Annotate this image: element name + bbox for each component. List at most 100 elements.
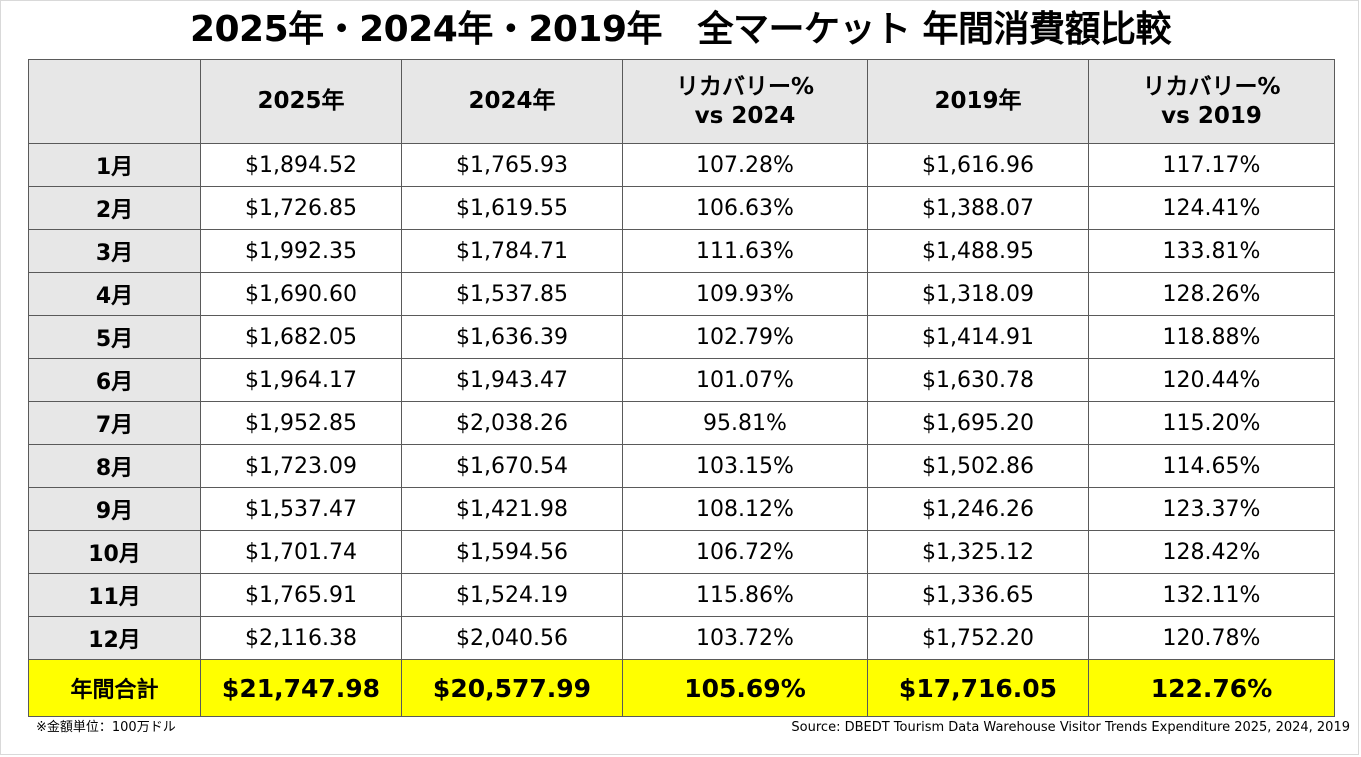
value-2019: $1,414.91	[867, 315, 1089, 359]
header-2025: 2025年	[200, 59, 402, 144]
value-2019: $1,318.09	[867, 272, 1089, 316]
value-2024: $1,421.98	[401, 487, 623, 531]
month-cell: 12月	[28, 616, 201, 660]
value-2024: $1,537.85	[401, 272, 623, 316]
month-cell: 11月	[28, 573, 201, 617]
annual-total-row: 年間合計 $21,747.98 $20,577.99 105.69% $17,7…	[28, 659, 1335, 717]
total-label: 年間合計	[28, 659, 201, 717]
recovery-vs-2024: 101.07%	[622, 358, 868, 402]
total-2024: $20,577.99	[401, 659, 623, 717]
recovery-vs-2024: 109.93%	[622, 272, 868, 316]
table-row: 5月 $1,682.05 $1,636.39 102.79% $1,414.91 118.…	[28, 315, 1335, 359]
month-cell: 3月	[28, 229, 201, 273]
value-2025: $1,952.85	[200, 401, 402, 445]
expenditure-table: 2025年 2024年 リカバリー% vs 2024 2019年 リカバリー% vs…	[28, 59, 1335, 717]
value-2025: $2,116.38	[200, 616, 402, 660]
value-2024: $1,594.56	[401, 530, 623, 574]
recovery-vs-2019: 115.20%	[1088, 401, 1335, 445]
table-row: 3月 $1,992.35 $1,784.71 111.63% $1,488.95 133.…	[28, 229, 1335, 273]
value-2019: $1,336.65	[867, 573, 1089, 617]
recovery-vs-2019: 132.11%	[1088, 573, 1335, 617]
value-2024: $1,524.19	[401, 573, 623, 617]
value-2025: $1,992.35	[200, 229, 402, 273]
month-cell: 8月	[28, 444, 201, 488]
table-row: 8月 $1,723.09 $1,670.54 103.15% $1,502.86 114.…	[28, 444, 1335, 488]
recovery-vs-2024: 106.72%	[622, 530, 868, 574]
value-2019: $1,695.20	[867, 401, 1089, 445]
month-cell: 9月	[28, 487, 201, 531]
total-recovery-vs-2019: 122.76%	[1088, 659, 1335, 717]
header-recovery-vs-2024: リカバリー% vs 2024	[622, 59, 868, 144]
recovery-vs-2019: 114.65%	[1088, 444, 1335, 488]
recovery-vs-2024: 111.63%	[622, 229, 868, 273]
table-row: 10月 $1,701.74 $1,594.56 106.72% $1,325.12 128…	[28, 530, 1335, 574]
total-recovery-vs-2024: 105.69%	[622, 659, 868, 717]
value-2025: $1,726.85	[200, 186, 402, 230]
month-cell: 7月	[28, 401, 201, 445]
value-2019: $1,502.86	[867, 444, 1089, 488]
value-2024: $1,670.54	[401, 444, 623, 488]
table-row: 1月 $1,894.52 $1,765.93 107.28% $1,616.96 117.…	[28, 143, 1335, 187]
recovery-vs-2024: 115.86%	[622, 573, 868, 617]
header-recovery-vs-2019: リカバリー% vs 2019	[1088, 59, 1335, 144]
value-2024: $2,040.56	[401, 616, 623, 660]
table-row: 12月 $2,116.38 $2,040.56 103.72% $1,752.20 120…	[28, 616, 1335, 660]
value-2019: $1,246.26	[867, 487, 1089, 531]
month-cell: 10月	[28, 530, 201, 574]
header-2024: 2024年	[401, 59, 623, 144]
value-2024: $1,765.93	[401, 143, 623, 187]
value-2019: $1,630.78	[867, 358, 1089, 402]
recovery-vs-2019: 128.42%	[1088, 530, 1335, 574]
header-2019: 2019年	[867, 59, 1089, 144]
value-2024: $1,784.71	[401, 229, 623, 273]
value-2025: $1,894.52	[200, 143, 402, 187]
month-cell: 4月	[28, 272, 201, 316]
month-cell: 2月	[28, 186, 201, 230]
unit-footnote: ※金額単位：100万ドル	[36, 720, 176, 735]
total-2019: $17,716.05	[867, 659, 1089, 717]
table-row: 4月 $1,690.60 $1,537.85 109.93% $1,318.09 128.…	[28, 272, 1335, 316]
month-cell: 5月	[28, 315, 201, 359]
recovery-vs-2024: 102.79%	[622, 315, 868, 359]
value-2024: $1,636.39	[401, 315, 623, 359]
recovery-vs-2019: 118.88%	[1088, 315, 1335, 359]
value-2024: $1,943.47	[401, 358, 623, 402]
table-row: 11月 $1,765.91 $1,524.19 115.86% $1,336.65 132…	[28, 573, 1335, 617]
table-header-row: 2025年 2024年 リカバリー% vs 2024 2019年 リカバリー% vs…	[28, 59, 1335, 144]
recovery-vs-2024: 108.12%	[622, 487, 868, 531]
value-2025: $1,964.17	[200, 358, 402, 402]
month-cell: 6月	[28, 358, 201, 402]
source-footnote: Source: DBEDT Tourism Data Warehouse Vis…	[791, 720, 1350, 735]
month-cell: 1月	[28, 143, 201, 187]
recovery-vs-2019: 117.17%	[1088, 143, 1335, 187]
value-2019: $1,752.20	[867, 616, 1089, 660]
value-2024: $1,619.55	[401, 186, 623, 230]
recovery-vs-2024: 106.63%	[622, 186, 868, 230]
value-2019: $1,616.96	[867, 143, 1089, 187]
table-row: 9月 $1,537.47 $1,421.98 108.12% $1,246.26 123.…	[28, 487, 1335, 531]
value-2025: $1,723.09	[200, 444, 402, 488]
table-row: 2月 $1,726.85 $1,619.55 106.63% $1,388.07 124.…	[28, 186, 1335, 230]
value-2019: $1,488.95	[867, 229, 1089, 273]
recovery-vs-2019: 128.26%	[1088, 272, 1335, 316]
table-row: 7月 $1,952.85 $2,038.26 95.81% $1,695.20 115.2…	[28, 401, 1335, 445]
value-2019: $1,325.12	[867, 530, 1089, 574]
recovery-vs-2024: 95.81%	[622, 401, 868, 445]
value-2025: $1,701.74	[200, 530, 402, 574]
recovery-vs-2024: 103.72%	[622, 616, 868, 660]
recovery-vs-2019: 133.81%	[1088, 229, 1335, 273]
total-2025: $21,747.98	[200, 659, 402, 717]
value-2025: $1,765.91	[200, 573, 402, 617]
value-2019: $1,388.07	[867, 186, 1089, 230]
header-corner-cell	[28, 59, 201, 144]
recovery-vs-2019: 120.78%	[1088, 616, 1335, 660]
recovery-vs-2019: 123.37%	[1088, 487, 1335, 531]
recovery-vs-2019: 120.44%	[1088, 358, 1335, 402]
table-row: 6月 $1,964.17 $1,943.47 101.07% $1,630.78 120.…	[28, 358, 1335, 402]
recovery-vs-2024: 103.15%	[622, 444, 868, 488]
value-2025: $1,537.47	[200, 487, 402, 531]
recovery-vs-2024: 107.28%	[622, 143, 868, 187]
recovery-vs-2019: 124.41%	[1088, 186, 1335, 230]
value-2025: $1,690.60	[200, 272, 402, 316]
